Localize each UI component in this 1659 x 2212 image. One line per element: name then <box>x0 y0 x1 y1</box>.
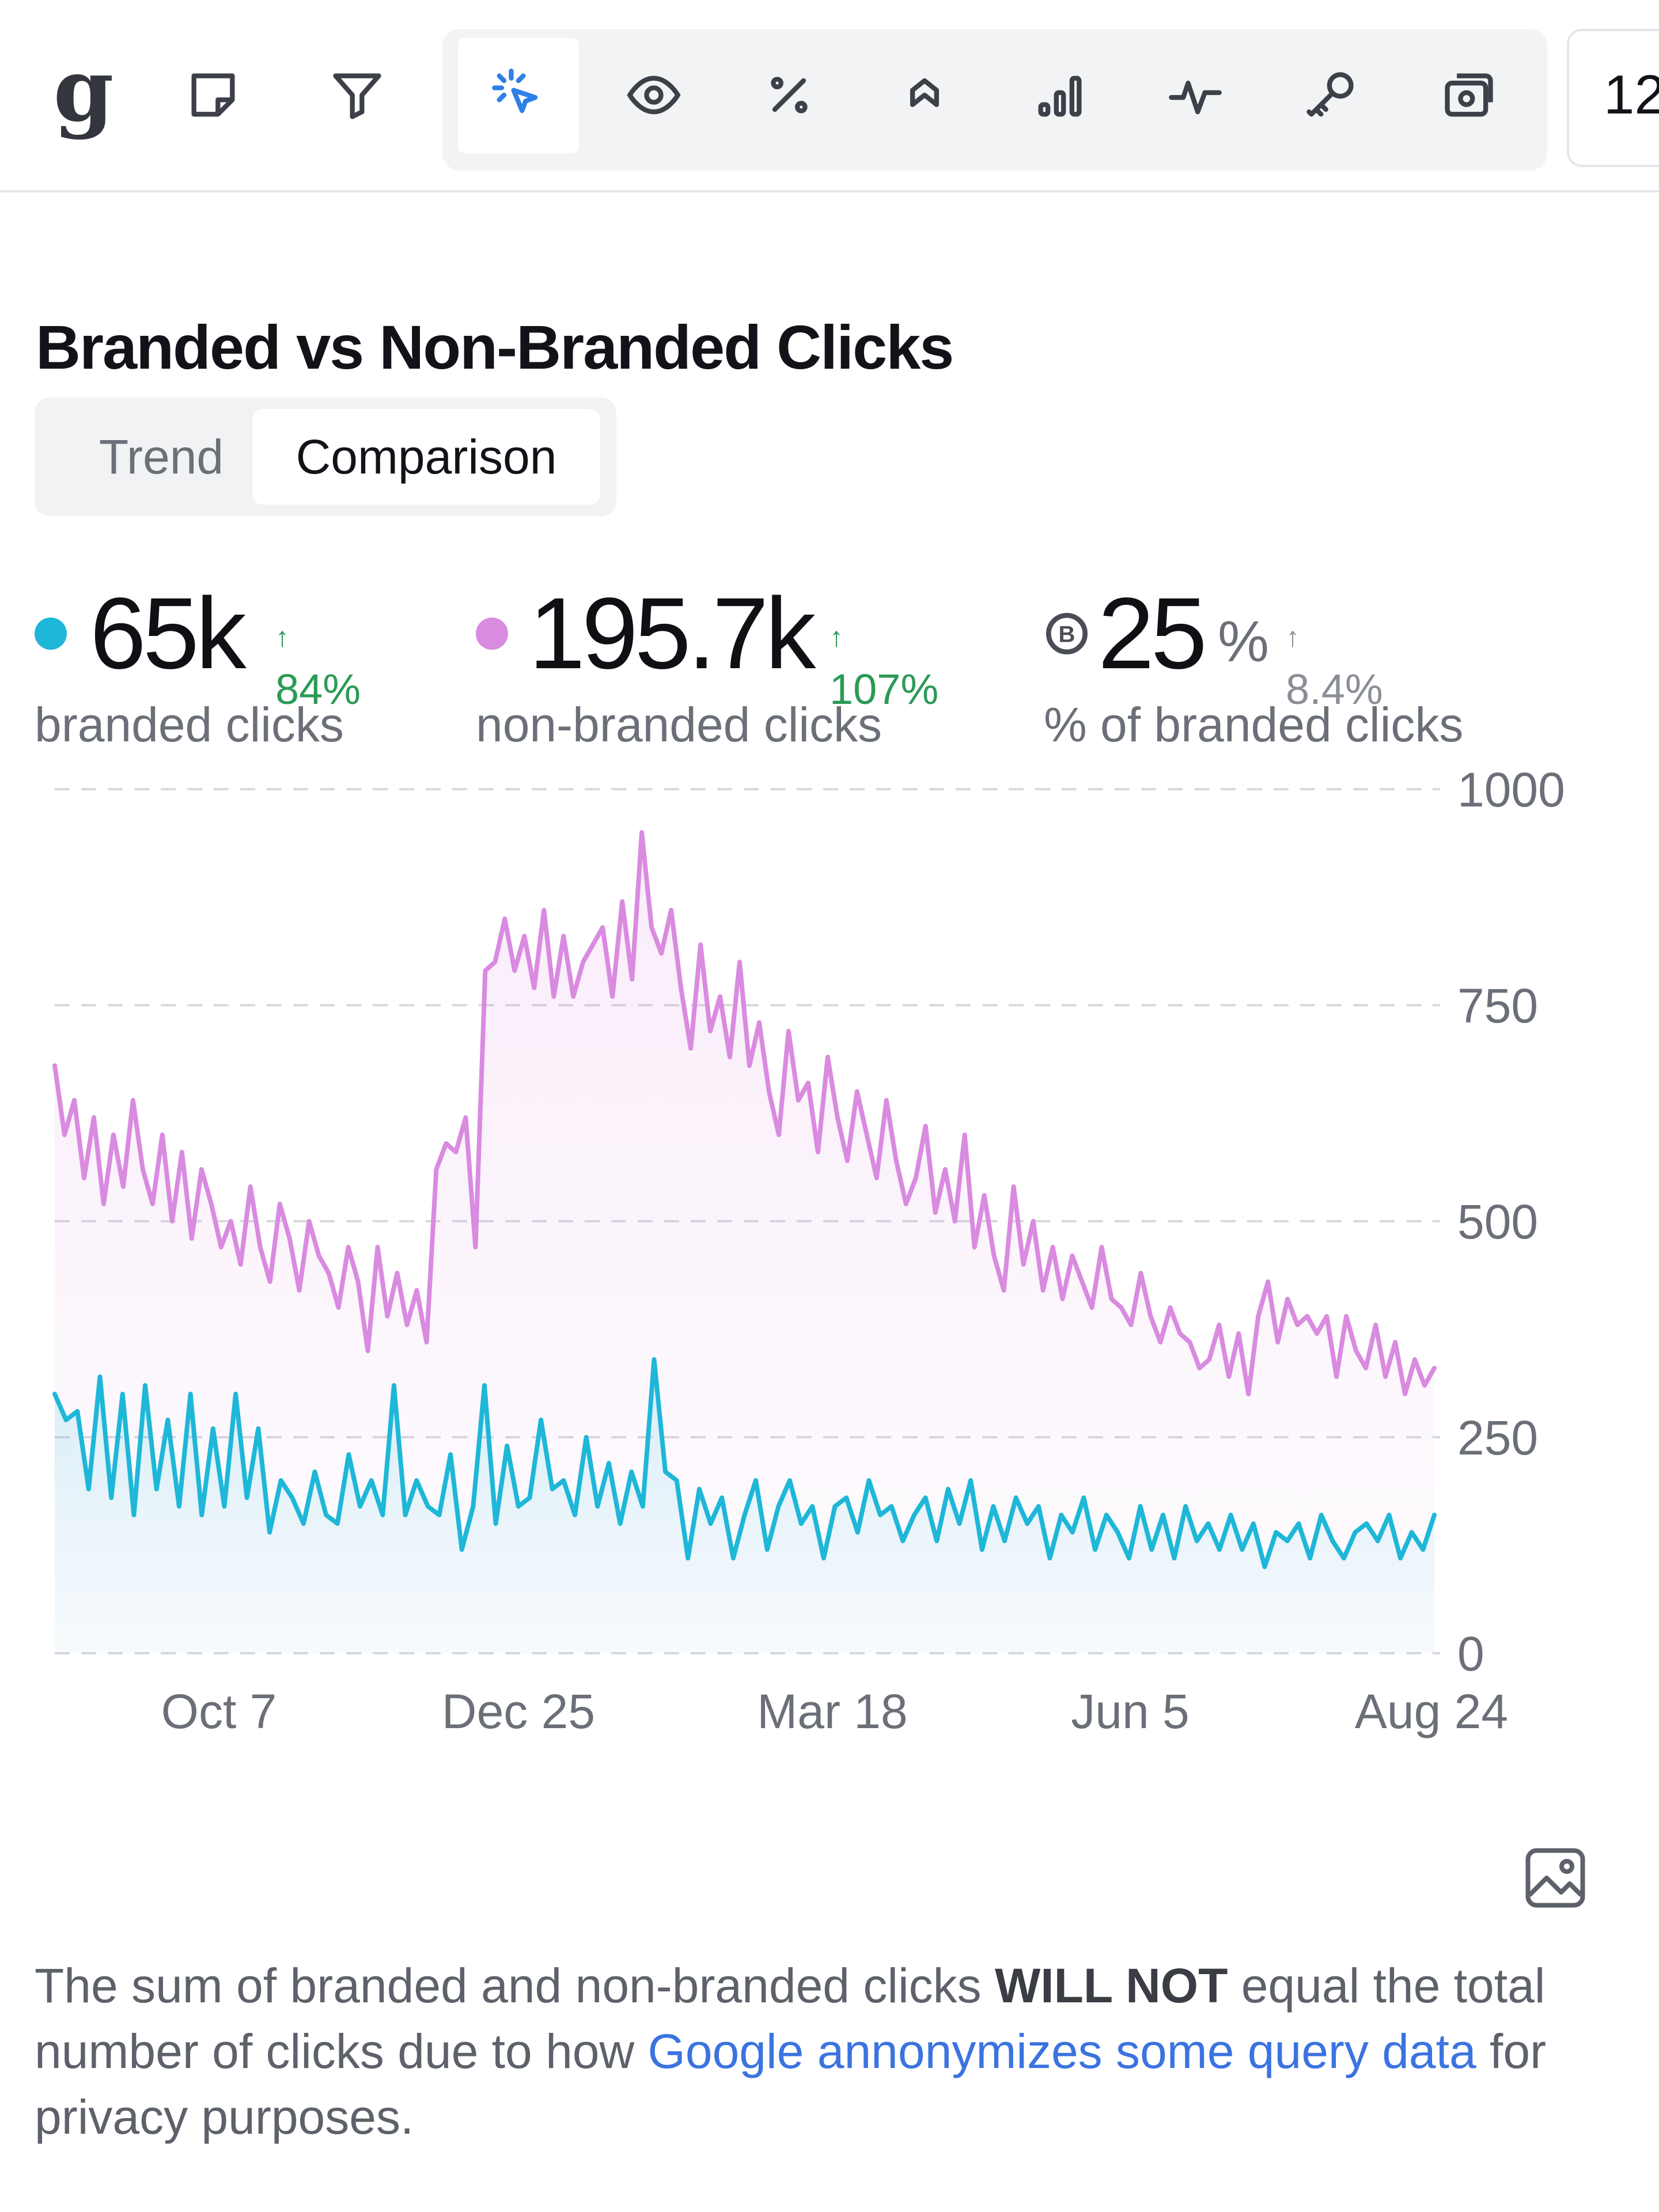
clicks-chart: 0 250 500 750 1000 Oct 7 Dec 25 Mar 18 Jun 5 Aug… <box>52 772 1565 1738</box>
key-icon[interactable] <box>1287 52 1374 138</box>
non-branded-legend-dot <box>476 618 508 650</box>
non-branded-label: non-branded clicks <box>476 698 882 752</box>
branded-area <box>55 1359 1434 1653</box>
pulse-icon[interactable] <box>1152 52 1238 138</box>
note-icon[interactable] <box>170 52 256 138</box>
non-branded-change: ↑ 107% <box>830 612 938 715</box>
y-axis: 0 250 500 750 1000 <box>1457 772 1565 1681</box>
chart-lines <box>52 830 1437 1569</box>
branded-change-text: 84% <box>275 665 361 713</box>
branded-value: 65k <box>90 577 247 690</box>
branded-line <box>52 1357 1437 1569</box>
y-tick-label: 750 <box>1457 979 1538 1033</box>
note-emphasis: WILL NOT <box>995 1959 1228 2013</box>
x-axis: Oct 7 Dec 25 Mar 18 Jun 5 Aug 24 <box>161 1684 1508 1738</box>
gallery-icon[interactable] <box>1426 52 1512 138</box>
svg-text:B: B <box>1059 622 1075 647</box>
non_branded-line <box>52 830 1437 1396</box>
date-range-text: 12 <box>1604 64 1659 126</box>
logo-g-icon[interactable]: g <box>53 40 114 141</box>
pct-branded-change: ↑ 8.4% <box>1286 612 1383 715</box>
x-tick-label: Jun 5 <box>1071 1684 1190 1738</box>
tab-comparison[interactable]: Comparison <box>252 409 600 505</box>
y-tick-label: 0 <box>1457 1627 1484 1681</box>
arrow-up-icon: ↑ <box>275 622 289 653</box>
date-range-button[interactable]: 12 <box>1567 29 1659 167</box>
image-icon[interactable] <box>1521 1843 1590 1912</box>
note-text-1: The sum of branded and non-branded click… <box>35 1959 995 2013</box>
y-tick-label: 500 <box>1457 1195 1538 1249</box>
y-tick-label: 250 <box>1457 1411 1538 1465</box>
non-branded-change-text: 107% <box>830 665 939 713</box>
x-tick-label: Oct 7 <box>161 1684 277 1738</box>
brand-icon: B <box>1046 613 1088 654</box>
note-text-2: equal the total number of clicks due to … <box>35 1959 1546 2078</box>
toolbar: g <box>0 0 1659 192</box>
metric-toggle-group <box>442 29 1547 171</box>
pct-branded-value: 25 <box>1098 577 1207 690</box>
card-title: Branded vs Non-Branded Clicks <box>36 312 954 382</box>
pct-branded-change-text: 8.4% <box>1286 665 1383 713</box>
view-tabs: Trend Comparison <box>35 397 616 516</box>
google-anonymize-link[interactable]: Google annonymizes some query data <box>647 2024 1476 2078</box>
branded-label: branded clicks <box>35 698 344 752</box>
arrow-up-icon: ↑ <box>830 622 843 653</box>
footer-note: The sum of branded and non-branded click… <box>35 1953 1624 2150</box>
note-text-3: for privacy purposes. <box>35 2024 1547 2144</box>
tab-trend[interactable]: Trend <box>99 430 224 484</box>
percent-icon[interactable] <box>746 52 832 138</box>
click-icon[interactable] <box>475 52 562 138</box>
position-icon[interactable] <box>881 52 968 138</box>
bar-chart-icon[interactable] <box>1017 52 1103 138</box>
filter-icon[interactable] <box>314 52 400 138</box>
x-tick-label: Mar 18 <box>757 1684 907 1738</box>
pct-branded-unit: % <box>1218 609 1269 674</box>
eye-icon[interactable] <box>611 52 697 138</box>
y-tick-label: 1000 <box>1457 772 1565 817</box>
branded-legend-dot <box>35 618 67 650</box>
x-tick-label: Dec 25 <box>442 1684 595 1738</box>
non-branded-value: 195.7k <box>529 577 816 690</box>
x-tick-label: Aug 24 <box>1355 1684 1508 1738</box>
arrow-up-icon: ↑ <box>1286 622 1300 653</box>
branded-change: ↑ 84% <box>275 612 361 715</box>
pct-branded-label: % of branded clicks <box>1044 698 1464 752</box>
